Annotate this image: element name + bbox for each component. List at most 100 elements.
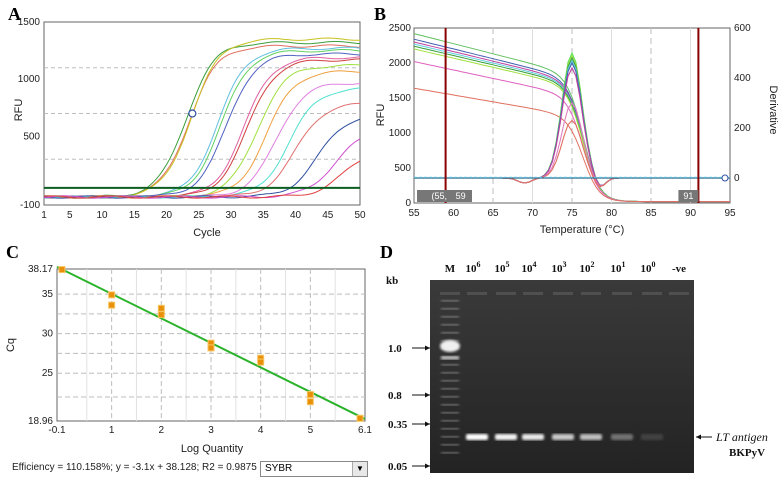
x-tick-label: -0.1 bbox=[48, 425, 66, 436]
cursor-label-text: 91 bbox=[683, 191, 693, 201]
band-annotation: LT antigen BKPyV bbox=[696, 430, 768, 459]
x-tick-label: 4 bbox=[258, 425, 264, 436]
x-axis-label: Temperature (°C) bbox=[540, 224, 624, 236]
x-axis-label: Log Quantity bbox=[181, 443, 244, 455]
chevron-down-icon[interactable]: ▼ bbox=[352, 462, 367, 476]
lane-labels: M 106 105 104 103 102 101 100 -ve bbox=[445, 260, 686, 275]
x-axis-label: Cycle bbox=[193, 227, 221, 239]
x-tick-label: 85 bbox=[645, 208, 657, 219]
lane-label: 106 bbox=[466, 260, 481, 275]
data-point bbox=[356, 414, 364, 422]
x-tick-label: 5 bbox=[308, 425, 314, 436]
cursor-handle bbox=[721, 174, 729, 182]
y-tick-label: 500 bbox=[23, 131, 40, 142]
ladder-band bbox=[441, 436, 459, 438]
y-tick-label: 1500 bbox=[389, 93, 412, 104]
data-point bbox=[306, 398, 314, 406]
lane-label: M bbox=[445, 263, 456, 275]
x-tick-label: 60 bbox=[448, 208, 460, 219]
cursor-label-box bbox=[678, 190, 699, 202]
sample-band bbox=[466, 434, 488, 440]
sample-band bbox=[641, 434, 663, 440]
lane-label: 100 bbox=[641, 260, 656, 275]
right-tick-label: 200 bbox=[734, 123, 751, 134]
band-label: LT antigen bbox=[715, 430, 768, 444]
sample-band bbox=[611, 434, 633, 440]
ladder-band bbox=[441, 412, 459, 414]
lane-exponent: 5 bbox=[506, 260, 510, 269]
x-tick-label: 55 bbox=[408, 208, 420, 219]
x-tick-label: 6.1 bbox=[358, 425, 372, 436]
panel-d-gel: D M 106 105 104 103 102 101 100 -ve kb 1.00.80.3… bbox=[380, 242, 768, 473]
sample-band bbox=[522, 434, 544, 440]
right-tick-label: 400 bbox=[734, 73, 751, 84]
x-tick-label: 15 bbox=[129, 210, 141, 221]
data-point bbox=[257, 358, 265, 366]
cursor-label: 59 bbox=[449, 190, 472, 202]
amplification-curves bbox=[43, 37, 361, 199]
marker-arrowhead bbox=[425, 345, 430, 351]
marker-size-label: 0.35 bbox=[388, 419, 408, 431]
right-axis-label: Derivative bbox=[767, 86, 778, 135]
ladder-band bbox=[441, 428, 459, 430]
dye-select[interactable]: SYBR ▼ bbox=[260, 461, 368, 477]
x-tick-label: 1 bbox=[41, 210, 47, 221]
ladder-band bbox=[441, 452, 459, 454]
sample-band bbox=[580, 434, 602, 440]
marker-arrowhead bbox=[425, 463, 430, 469]
lane-exponent: 0 bbox=[652, 260, 656, 269]
x-tick-label: 40 bbox=[290, 210, 302, 221]
gel-well bbox=[642, 292, 662, 295]
gel-well bbox=[467, 292, 487, 295]
dye-select-value: SYBR bbox=[265, 463, 293, 474]
y-tick-label: 25 bbox=[42, 368, 54, 379]
lane-exponent: 3 bbox=[563, 260, 567, 269]
x-tick-label: 5 bbox=[67, 210, 73, 221]
lane-label: 105 bbox=[495, 260, 510, 275]
gel-well bbox=[581, 292, 601, 295]
x-tick-label: 30 bbox=[225, 210, 237, 221]
y-tick-label: 1000 bbox=[18, 74, 41, 85]
x-tick-label: 10 bbox=[96, 210, 108, 221]
ladder-band bbox=[441, 444, 459, 446]
ladder-band bbox=[441, 364, 459, 366]
melt-axes: 55 60 65 70 75 80 85 90 95 0 500 1000 1500 2000 2500 0 2… bbox=[389, 23, 751, 219]
ladder-band bbox=[440, 340, 460, 352]
ladder-band bbox=[441, 308, 459, 310]
band-sublabel: BKPyV bbox=[729, 447, 765, 459]
ladder-band bbox=[441, 332, 459, 334]
marker-size-labels: 1.0 0.8 0.35 0.05 bbox=[388, 343, 430, 473]
gel-lanes bbox=[440, 292, 689, 454]
gel-well bbox=[669, 292, 689, 295]
y-tick-label: 2000 bbox=[389, 58, 412, 69]
ladder-band bbox=[441, 356, 459, 360]
sample-band bbox=[552, 434, 574, 440]
data-point bbox=[157, 311, 165, 319]
y-tick-label: 18.96 bbox=[28, 416, 53, 427]
ladder-band bbox=[441, 396, 459, 398]
y-tick-label: 1500 bbox=[18, 17, 41, 28]
y-tick-label: 38.17 bbox=[28, 264, 53, 275]
selected-point-marker bbox=[188, 109, 197, 118]
gel-well bbox=[553, 292, 573, 295]
cursor-label-text: 59 bbox=[456, 191, 466, 201]
ladder-band bbox=[441, 420, 459, 422]
data-point bbox=[157, 304, 165, 312]
y-tick-label: 2500 bbox=[389, 23, 412, 34]
y-axis-label: RFU bbox=[13, 99, 25, 122]
x-tick-label: 3 bbox=[208, 425, 214, 436]
gel-well bbox=[612, 292, 632, 295]
x-tick-label: 65 bbox=[487, 208, 499, 219]
lane-exponent: 2 bbox=[591, 260, 595, 269]
panel-b-letter: B bbox=[374, 4, 386, 24]
data-point bbox=[108, 291, 116, 299]
data-point bbox=[306, 391, 314, 399]
gel-well bbox=[440, 292, 460, 295]
gel-image bbox=[430, 280, 694, 473]
ladder-band bbox=[441, 324, 459, 326]
panel-b-chart: B (55, 0)59 91 55 60 65 70 75 80 85 90 95 0 500 1000… bbox=[374, 4, 778, 236]
y-tick-label: 0 bbox=[405, 198, 411, 209]
marker-arrowhead bbox=[425, 392, 430, 398]
sample-band bbox=[495, 434, 517, 440]
